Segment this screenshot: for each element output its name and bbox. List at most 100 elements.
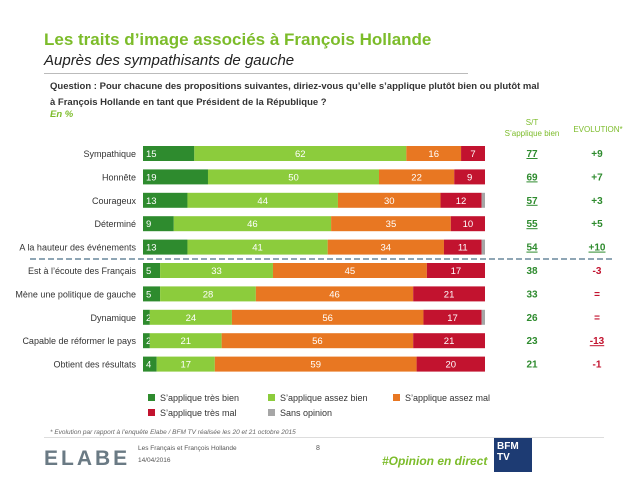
st-value: 21 xyxy=(526,360,538,371)
legend-item-sans-opinion: Sans opinion xyxy=(268,408,332,418)
bar-sans-opinion xyxy=(481,192,485,208)
bar-tres-bien xyxy=(143,216,174,232)
bar-assez-bien xyxy=(187,239,328,255)
legend-label-tres-bien: S’applique très bien xyxy=(160,393,240,403)
data-label-tres-mal: 21 xyxy=(444,289,455,300)
st-value: 23 xyxy=(526,336,538,347)
evolution-value: -1 xyxy=(593,360,602,371)
category-label: Sympathique xyxy=(83,149,136,159)
bar-tres-bien xyxy=(143,356,157,372)
evolution-value: -13 xyxy=(590,336,605,347)
bar-assez-mal xyxy=(327,239,444,255)
evolution-value: +7 xyxy=(591,172,603,183)
legend-label-assez-bien: S’applique assez bien xyxy=(280,393,368,403)
data-label-tres-mal: 17 xyxy=(451,266,462,277)
data-label-tres-bien: 4 xyxy=(146,360,151,371)
data-label-tres-bien: 5 xyxy=(146,266,151,277)
bar-tres-mal xyxy=(416,356,485,372)
bar-assez-mal xyxy=(331,216,451,232)
data-label-assez-mal: 22 xyxy=(411,172,422,183)
data-label-assez-mal: 45 xyxy=(345,266,356,277)
data-label-tres-mal: 12 xyxy=(456,196,467,207)
bar-sans-opinion xyxy=(481,309,485,325)
legend-label-sans-opinion: Sans opinion xyxy=(280,408,333,418)
data-label-tres-bien: 13 xyxy=(146,243,157,254)
bar-assez-bien xyxy=(149,309,232,325)
bar-tres-bien xyxy=(143,286,161,302)
bar-assez-bien xyxy=(194,146,407,161)
st-value: 57 xyxy=(526,196,538,207)
legend-item-assez-bien: S’applique assez bien xyxy=(268,393,368,403)
bar-tres-mal xyxy=(454,169,485,185)
category-label: Obtient des résultats xyxy=(53,360,136,370)
title-divider xyxy=(44,73,468,74)
bar-tres-mal xyxy=(413,286,485,302)
data-label-assez-bien: 24 xyxy=(186,313,197,324)
st-value: 33 xyxy=(526,289,538,300)
data-label-assez-bien: 46 xyxy=(247,219,258,230)
data-label-assez-mal: 56 xyxy=(312,336,323,347)
legend-swatch-sans-opinion xyxy=(268,409,275,417)
data-label-assez-mal: 34 xyxy=(381,243,392,254)
page-title: Les traits d’image associés à François H… xyxy=(44,30,432,49)
bfm-tv-logo: BFM TV xyxy=(494,438,532,472)
bar-tres-mal xyxy=(461,146,485,161)
data-label-assez-bien: 33 xyxy=(211,266,222,277)
bar-assez-bien xyxy=(160,263,273,278)
unit-label: En % xyxy=(50,109,74,120)
data-label-assez-bien: 28 xyxy=(203,289,214,300)
bar-assez-bien xyxy=(187,192,338,208)
category-label: Mène une politique de gauche xyxy=(15,289,136,299)
st-value: 38 xyxy=(526,266,538,277)
evolution-value: +9 xyxy=(591,149,603,160)
column-header-st-line-2: S’applique bien xyxy=(504,129,560,138)
legend-item-tres-mal: S’applique très mal xyxy=(148,408,237,418)
bar-assez-bien xyxy=(207,169,379,185)
column-header-st: S/T S’applique bien xyxy=(498,117,566,139)
data-label-assez-bien: 21 xyxy=(180,336,191,347)
bar-tres-bien xyxy=(143,239,188,255)
bar-assez-mal xyxy=(231,309,424,325)
evolution-value: = xyxy=(594,289,600,300)
data-label-assez-mal: 35 xyxy=(386,219,397,230)
data-label-tres-mal: 9 xyxy=(467,172,472,183)
category-label: Courageux xyxy=(92,196,137,206)
data-label-tres-mal: 10 xyxy=(463,219,474,230)
data-label-tres-mal: 7 xyxy=(470,149,475,160)
bar-assez-bien xyxy=(160,286,256,302)
data-label-tres-bien: 2 xyxy=(146,336,151,347)
question-line-1: Question : Pour chacune des propositions… xyxy=(50,81,540,92)
st-value: 54 xyxy=(526,243,538,254)
footer-source: Les Français et François Hollande 14/04/… xyxy=(138,443,237,467)
data-label-tres-mal: 20 xyxy=(446,360,457,371)
legend-swatch-tres-bien xyxy=(148,394,155,402)
evolution-value: -3 xyxy=(593,266,602,277)
category-label: A la hauteur des événements xyxy=(19,243,136,253)
data-label-tres-mal: 11 xyxy=(458,243,468,254)
data-label-tres-mal: 17 xyxy=(447,313,458,324)
data-label-tres-bien: 13 xyxy=(146,196,157,207)
bar-tres-mal xyxy=(440,192,482,208)
data-label-tres-bien: 9 xyxy=(146,219,151,230)
data-label-assez-bien: 44 xyxy=(257,196,268,207)
category-label: Capable de réformer le pays xyxy=(22,336,136,346)
data-label-tres-bien: 5 xyxy=(146,289,151,300)
bar-tres-mal xyxy=(426,263,485,278)
category-label: Dynamique xyxy=(90,313,136,323)
bar-tres-bien xyxy=(143,263,161,278)
data-label-assez-bien: 50 xyxy=(288,172,299,183)
page-number: 8 xyxy=(316,445,320,452)
legend-swatch-assez-mal xyxy=(393,394,400,402)
bar-assez-mal xyxy=(337,192,441,208)
bar-tres-bien xyxy=(143,146,195,161)
evolution-value: +10 xyxy=(589,243,606,254)
evolution-value: +5 xyxy=(591,219,603,230)
footer-date: 14/04/2016 xyxy=(138,457,171,464)
data-label-assez-mal: 59 xyxy=(310,360,321,371)
bar-tres-bien xyxy=(143,192,188,208)
st-value: 69 xyxy=(526,172,538,183)
bar-assez-mal xyxy=(406,146,462,161)
page-subtitle: Auprès des sympathisants de gauche xyxy=(44,52,295,69)
data-label-assez-mal: 30 xyxy=(384,196,395,207)
